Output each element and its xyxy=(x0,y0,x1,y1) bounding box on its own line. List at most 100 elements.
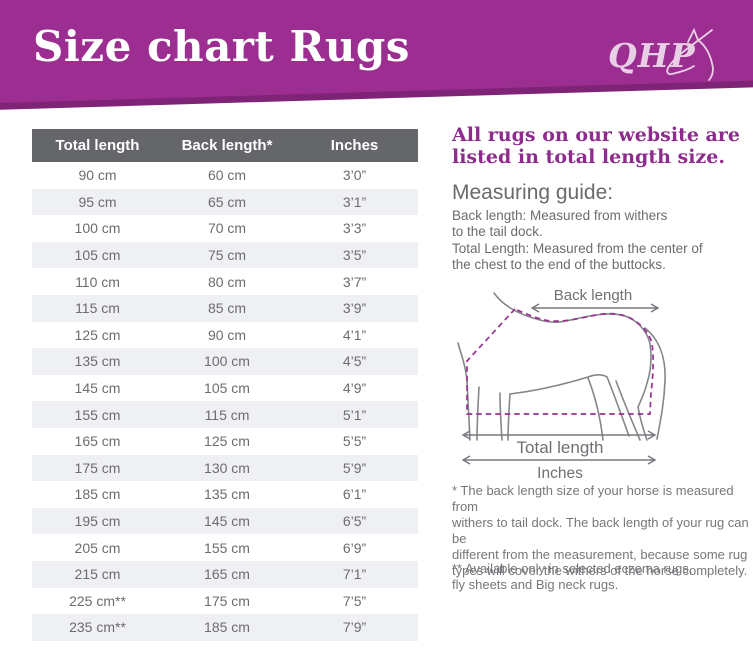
table-cell: 3’7” xyxy=(342,273,367,290)
inches-arrow xyxy=(461,455,657,465)
table-row: 185 cm 135 cm 6’1” xyxy=(32,481,418,508)
table-cell: 205 cm xyxy=(74,539,121,556)
table-cell: 185 cm xyxy=(74,486,121,503)
back-length-label: Back length xyxy=(554,287,632,304)
table-cell: 135 cm xyxy=(204,486,250,503)
table-cell: 7’1” xyxy=(291,560,418,588)
inches-label: Inches xyxy=(537,465,583,482)
horse-head-icon xyxy=(666,27,714,81)
total-length-arrow xyxy=(461,430,657,440)
guide-line: to the tail dock. xyxy=(452,224,543,240)
size-table: Total length Back length* Inches 90 cm 60… xyxy=(32,129,418,641)
table-row: 145 cm 105 cm 4’9” xyxy=(32,375,418,402)
table-cell: 3’9” xyxy=(291,294,418,322)
qhp-logo-text: QHP xyxy=(608,36,696,75)
table-row: 90 cm 60 cm 3’0” xyxy=(32,162,418,189)
table-cell: 110 cm xyxy=(75,273,120,290)
table-cell: 215 cm xyxy=(32,560,163,588)
table-cell: 125 cm xyxy=(74,326,121,343)
footnote-line: ** Available only in selected eczema rug… xyxy=(452,561,693,576)
size-table-body: 90 cm 60 cm 3’0” 95 cm 65 cm 3’1” 100 cm 70 cm 3… xyxy=(32,162,418,641)
table-cell: 100 cm xyxy=(74,220,121,237)
table-cell: 4’5” xyxy=(291,348,418,375)
info-heading: All rugs on our website are listed in to… xyxy=(452,124,740,168)
table-cell: 3’5” xyxy=(291,241,418,269)
back-length-arrow xyxy=(530,303,660,313)
table-cell: 185 cm xyxy=(163,614,291,641)
table-cell: 125 cm xyxy=(204,433,250,450)
table-row: 115 cm 85 cm 3’9” xyxy=(32,294,418,322)
table-cell: 155 cm xyxy=(204,539,250,556)
footnote-back-length: * The back length size of your horse is … xyxy=(452,483,753,579)
table-cell: 95 cm xyxy=(32,188,163,216)
table-cell: 5’9” xyxy=(291,454,418,482)
table-cell: 105 cm xyxy=(204,380,250,397)
table-cell: 105 cm xyxy=(32,241,163,269)
table-cell: 6’5” xyxy=(291,507,418,535)
horse-outline xyxy=(457,292,666,441)
info-heading-line1: All rugs on our website are xyxy=(452,124,740,146)
table-cell: 4’1” xyxy=(342,326,367,343)
page-title: Size chart Rugs xyxy=(33,22,410,71)
footnote-line: different from the measurement, because … xyxy=(452,547,748,562)
table-cell: 145 cm xyxy=(74,380,121,397)
table-cell: 100 cm xyxy=(163,348,291,375)
table-row: 110 cm 80 cm 3’7” xyxy=(32,268,418,295)
table-cell: 235 cm** xyxy=(32,614,163,641)
table-row: 135 cm 100 cm 4’5” xyxy=(32,348,418,375)
guide-line: the chest to the end of the buttocks. xyxy=(452,256,666,272)
table-row: 225 cm** 175 cm 7’5” xyxy=(32,588,418,615)
table-row: 175 cm 130 cm 5’9” xyxy=(32,454,418,482)
table-cell: 175 cm xyxy=(32,454,163,482)
footnote-availability: ** Available only in selected eczema rug… xyxy=(452,561,692,593)
table-cell: 3’3” xyxy=(342,220,367,237)
footnote-line: fly sheets and Big neck rugs. xyxy=(452,577,619,592)
table-cell: 3’1” xyxy=(291,188,418,216)
table-header-row: Total length Back length* Inches xyxy=(32,129,418,162)
column-header-total-length: Total length xyxy=(32,129,163,162)
column-header-inches: Inches xyxy=(291,129,418,162)
header-band: Size chart Rugs QHP xyxy=(0,0,753,112)
total-length-label: Total length xyxy=(517,438,604,457)
table-row: 100 cm 70 cm 3’3” xyxy=(32,215,418,242)
table-cell: 7’9” xyxy=(291,614,418,641)
table-cell: 145 cm xyxy=(163,507,291,535)
rug-dashed-outline xyxy=(466,307,654,415)
table-cell: 130 cm xyxy=(163,454,291,482)
table-cell: 5’5” xyxy=(342,433,367,450)
table-cell: 165 cm xyxy=(74,433,121,450)
table-cell: 165 cm xyxy=(163,560,291,588)
table-row: 125 cm 90 cm 4’1” xyxy=(32,322,418,349)
table-cell: 65 cm xyxy=(163,188,291,216)
horse-measuring-diagram: Back length Total length Inches xyxy=(457,287,666,482)
table-cell: 5’1” xyxy=(291,401,418,428)
table-cell: 6’9” xyxy=(342,539,367,556)
table-row: 195 cm 145 cm 6’5” xyxy=(32,507,418,535)
table-cell: 115 cm xyxy=(163,401,291,428)
table-cell: 90 cm xyxy=(207,326,247,343)
table-cell: 3’0” xyxy=(342,167,367,184)
table-cell: 135 cm xyxy=(32,348,163,375)
footnote-line: * The back length size of your horse is … xyxy=(452,483,734,514)
footnote-line: withers to tail dock. The back length of… xyxy=(452,515,749,546)
table-cell: 60 cm xyxy=(207,167,247,184)
column-header-back-length: Back length* xyxy=(163,129,291,162)
table-cell: 6’1” xyxy=(342,486,367,503)
table-cell: 70 cm xyxy=(207,220,247,237)
table-row: 95 cm 65 cm 3’1” xyxy=(32,188,418,216)
table-row: 165 cm 125 cm 5’5” xyxy=(32,428,418,455)
info-heading-line2: listed in total length size. xyxy=(452,146,725,168)
table-cell: 4’9” xyxy=(342,380,367,397)
guide-line: Back length: Measured from withers xyxy=(452,208,668,223)
table-row: 105 cm 75 cm 3’5” xyxy=(32,241,418,269)
table-row: 235 cm** 185 cm 7’9” xyxy=(32,614,418,641)
table-row: 215 cm 165 cm 7’1” xyxy=(32,560,418,588)
table-row: 155 cm 115 cm 5’1” xyxy=(32,401,418,428)
table-cell: 115 cm xyxy=(32,294,163,322)
table-cell: 155 cm xyxy=(32,401,163,428)
table-cell: 195 cm xyxy=(32,507,163,535)
table-cell: 225 cm** xyxy=(69,592,126,609)
table-cell: 90 cm xyxy=(78,167,117,184)
footnote-line: types will cover the withers of the hors… xyxy=(452,563,748,578)
